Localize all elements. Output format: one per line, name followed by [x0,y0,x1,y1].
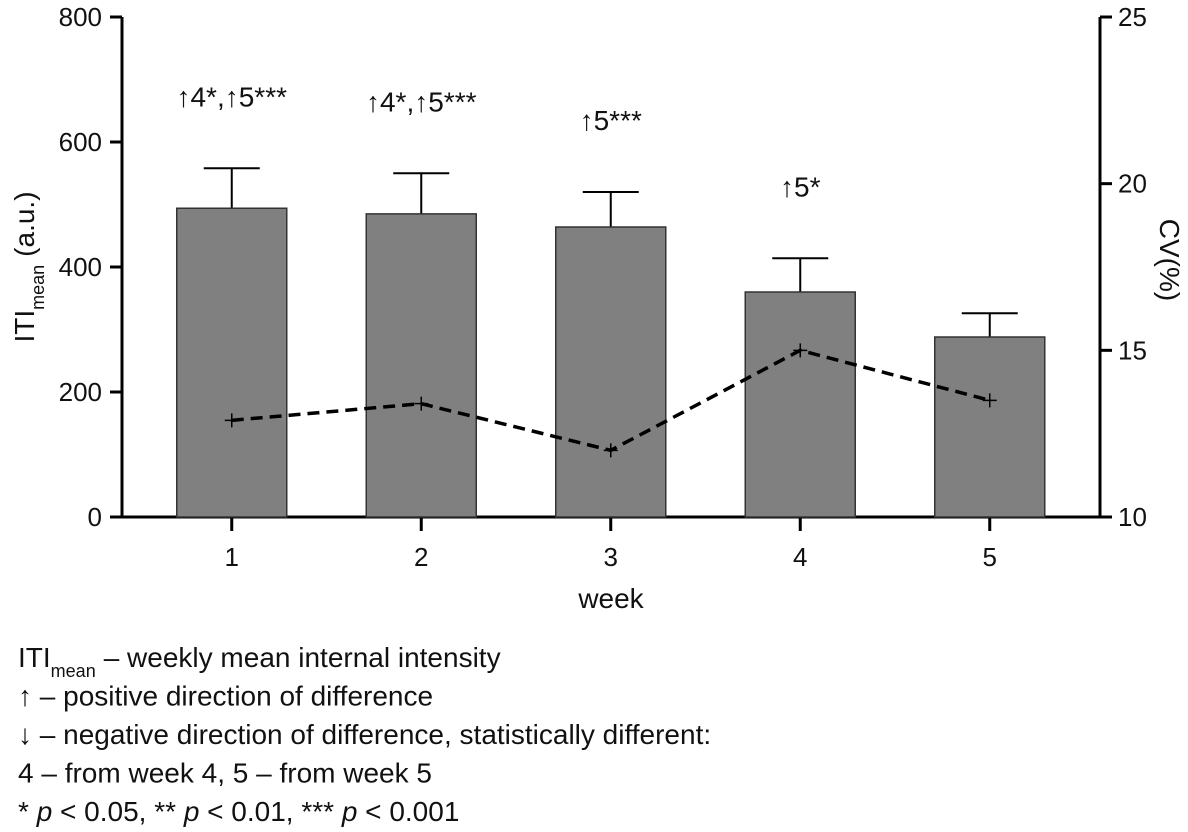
x-tick-label: 1 [225,542,239,572]
y2-tick-label: 15 [1118,335,1147,365]
bar [555,226,667,518]
note-part: p [341,796,358,827]
y-tick-label: 400 [59,252,102,282]
y2-tick-label: 20 [1118,169,1147,199]
y-tick-label: 600 [59,127,102,157]
note-part: * [18,796,37,827]
y-axis-label: ITImean (a.u.) [9,191,48,342]
cv-marker [982,393,997,408]
note-line: ITImean – weekly mean internal intensity [18,642,501,681]
bar [744,291,856,518]
note-part: – weekly mean internal intensity [104,642,501,673]
note-part: 4 – from week 4, 5 – from week 5 [18,758,432,789]
cv-marker [224,413,239,428]
note-line: ↓ – negative direction of difference, st… [18,719,711,750]
x-tick-label: 3 [604,542,618,572]
x-axis-label: week [577,583,644,614]
significance-label: ↑5*** [580,105,642,136]
bar [176,207,288,518]
y-axis-label-part: ITI [9,310,40,343]
note-part: < 0.001 [357,796,459,827]
significance-label: ↑5* [780,171,821,202]
y2-tick-label: 10 [1118,502,1147,532]
note-part: mean [51,661,96,681]
note-line: ↑ – positive direction of difference [18,681,433,712]
y-tick-label: 200 [59,377,102,407]
note-part: < 0.01, *** [199,796,341,827]
y2-axis-label: CV(%) [1154,219,1185,301]
note-part: ↑ – positive direction of difference [18,681,433,712]
note-part: ITI [18,642,51,673]
cv-marker [793,343,808,358]
y-tick-label: 800 [59,2,102,32]
cv-marker [603,443,618,458]
y2-tick-label: 25 [1118,2,1147,32]
x-tick-label: 2 [414,542,428,572]
significance-label: ↑4*,↑5*** [176,81,287,112]
note-part: p [183,796,200,827]
significance-label: ↑4*,↑5*** [366,86,477,117]
cv-marker [414,396,429,411]
note-part: ↓ – negative direction of difference, st… [18,719,711,750]
y-axis-label-part: (a.u.) [9,191,40,256]
bar [934,336,1046,518]
note-part: p [36,796,53,827]
x-tick-label: 5 [983,542,997,572]
note-line: 4 – from week 4, 5 – from week 5 [18,758,432,789]
y-axis-label-part: mean [28,265,48,310]
bar [365,213,477,518]
x-tick-label: 4 [793,542,807,572]
note-part: < 0.05, ** [52,796,184,827]
note-line: * p < 0.05, ** p < 0.01, *** p < 0.001 [18,796,459,827]
y-tick-label: 0 [88,502,102,532]
